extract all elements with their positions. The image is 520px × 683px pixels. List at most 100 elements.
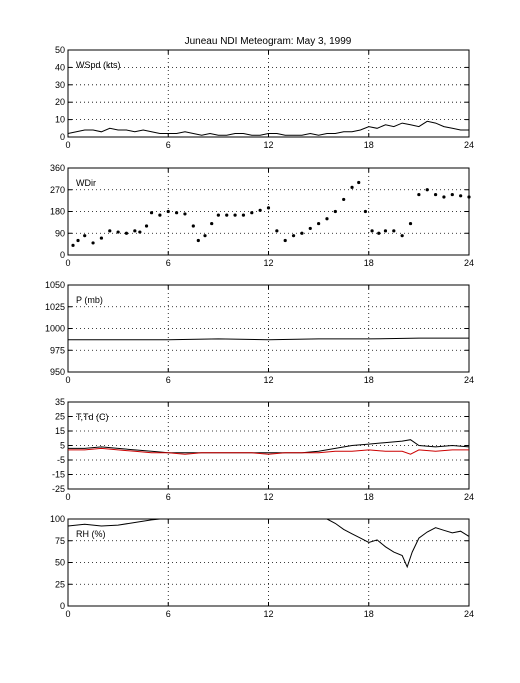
pressure-ytick-label: 1050 bbox=[45, 280, 65, 290]
wdir-point bbox=[357, 180, 361, 185]
wdir-point bbox=[144, 224, 149, 228]
wdir-point bbox=[342, 197, 346, 202]
temp-dewpoint-ytick-label: 5 bbox=[60, 441, 65, 451]
temp-dewpoint-panel: 0 6 12 18 24 -25 -15 -5 5 15 25 35 T,Td (C) bbox=[52, 397, 474, 502]
temp-dewpoint-series-line-1 bbox=[68, 447, 469, 455]
wspd-xtick-label: 0 bbox=[65, 140, 70, 150]
wdir-point bbox=[99, 236, 104, 240]
pressure-ytick-label: 950 bbox=[50, 367, 65, 377]
wdir-point bbox=[71, 243, 75, 247]
wdir-point bbox=[275, 229, 279, 233]
wdir-point bbox=[350, 185, 354, 189]
temp-dewpoint-label: T,Td (C) bbox=[76, 412, 109, 422]
wdir-point bbox=[203, 234, 207, 238]
temp-dewpoint-xtick-label: 0 bbox=[65, 492, 70, 502]
wspd-ytick-label: 30 bbox=[55, 80, 65, 90]
temp-dewpoint-ytick-label: 35 bbox=[55, 397, 65, 407]
wdir-point bbox=[377, 231, 381, 235]
wdir-xtick-label: 18 bbox=[364, 258, 374, 268]
wdir-panel: 0 6 12 18 24 0 90 180 270 360 WDir bbox=[50, 163, 474, 268]
wdir-point bbox=[166, 209, 170, 214]
wdir-point bbox=[392, 229, 396, 233]
rh-ytick-label: 100 bbox=[50, 514, 65, 524]
wdir-point bbox=[300, 231, 304, 235]
temp-dewpoint-ytick-label: -25 bbox=[52, 484, 65, 494]
wdir-point bbox=[124, 231, 129, 235]
wspd-label: WSpd (kts) bbox=[76, 60, 121, 70]
wdir-point bbox=[308, 226, 312, 231]
wdir-ytick-label: 90 bbox=[55, 228, 65, 238]
wdir-ytick-label: 0 bbox=[60, 250, 65, 260]
wdir-xtick-label: 12 bbox=[263, 258, 273, 268]
wdir-point bbox=[149, 211, 154, 215]
wspd-panel: 0 6 12 18 24 0 10 20 30 40 50 WSpd (kts) bbox=[55, 45, 474, 150]
pressure-xtick-label: 0 bbox=[65, 375, 70, 385]
pressure-label: P (mb) bbox=[76, 295, 103, 305]
wdir-point bbox=[333, 209, 337, 214]
wdir-point bbox=[370, 229, 374, 233]
wdir-point bbox=[175, 211, 179, 215]
wdir-point bbox=[417, 192, 421, 197]
wdir-point bbox=[210, 221, 214, 226]
pressure-xtick-label: 24 bbox=[464, 375, 474, 385]
wspd-series-line-0 bbox=[67, 120, 469, 136]
wdir-ytick-label: 270 bbox=[50, 185, 65, 195]
wdir-point bbox=[363, 209, 368, 214]
rh-xtick-label: 6 bbox=[166, 609, 171, 619]
figure-title: Juneau NDI Meteogram: May 3, 1999 bbox=[185, 36, 352, 47]
rh-series-line-0 bbox=[67, 518, 470, 569]
wspd-xtick-label: 24 bbox=[464, 140, 474, 150]
rh-label: RH (%) bbox=[76, 529, 106, 539]
temp-dewpoint-ytick-label: -5 bbox=[57, 455, 65, 465]
wdir-point bbox=[442, 195, 446, 199]
rh-xtick-label: 12 bbox=[263, 609, 273, 619]
wdir-point bbox=[317, 221, 321, 226]
rh-ytick-label: 50 bbox=[55, 558, 65, 568]
wdir-point bbox=[216, 213, 220, 217]
pressure-ytick-label: 1025 bbox=[45, 302, 65, 312]
wdir-xtick-label: 6 bbox=[166, 258, 171, 268]
wspd-ytick-label: 50 bbox=[55, 45, 65, 55]
wdir-point bbox=[138, 230, 142, 234]
wdir-point bbox=[283, 238, 287, 243]
wdir-point bbox=[133, 229, 137, 233]
wdir-point bbox=[291, 234, 296, 238]
wdir-point bbox=[325, 217, 329, 221]
temp-dewpoint-xtick-label: 18 bbox=[364, 492, 374, 502]
wdir-point bbox=[408, 221, 413, 226]
wspd-ytick-label: 20 bbox=[55, 97, 65, 107]
wdir-point bbox=[158, 213, 162, 217]
temp-dewpoint-ytick-label: 25 bbox=[55, 412, 65, 422]
rh-xtick-label: 18 bbox=[364, 609, 374, 619]
wspd-axes-frame bbox=[67, 49, 470, 138]
pressure-ytick-label: 1000 bbox=[45, 324, 65, 334]
wdir-point bbox=[116, 230, 120, 234]
pressure-ytick-label: 975 bbox=[50, 345, 65, 355]
wdir-point bbox=[266, 206, 271, 210]
temp-dewpoint-xtick-label: 24 bbox=[464, 492, 474, 502]
wspd-xtick-label: 6 bbox=[166, 140, 171, 150]
wdir-point bbox=[467, 195, 471, 199]
wdir-xtick-label: 24 bbox=[464, 258, 474, 268]
rh-ytick-label: 75 bbox=[55, 536, 65, 546]
wdir-point bbox=[76, 238, 80, 243]
rh-xtick-label: 24 bbox=[464, 609, 474, 619]
wdir-point bbox=[108, 229, 112, 233]
rh-ytick-label: 25 bbox=[55, 579, 65, 589]
wdir-point bbox=[250, 211, 254, 215]
pressure-xtick-label: 18 bbox=[364, 375, 374, 385]
wdir-point bbox=[91, 241, 95, 245]
temp-dewpoint-ytick-label: 15 bbox=[55, 426, 65, 436]
wspd-ytick-label: 40 bbox=[55, 62, 65, 72]
wdir-point bbox=[450, 192, 454, 197]
wdir-point bbox=[183, 212, 187, 216]
pressure-xtick-label: 6 bbox=[166, 375, 171, 385]
wdir-point bbox=[459, 194, 463, 198]
pressure-panel: 0 6 12 18 24 950 975 1000 1025 1050 P (mb) bbox=[45, 280, 474, 385]
wdir-point bbox=[433, 192, 438, 197]
wdir-point bbox=[241, 213, 246, 217]
wdir-point bbox=[191, 224, 195, 228]
temp-dewpoint-xtick-label: 6 bbox=[166, 492, 171, 502]
pressure-series-line-0 bbox=[68, 337, 469, 341]
